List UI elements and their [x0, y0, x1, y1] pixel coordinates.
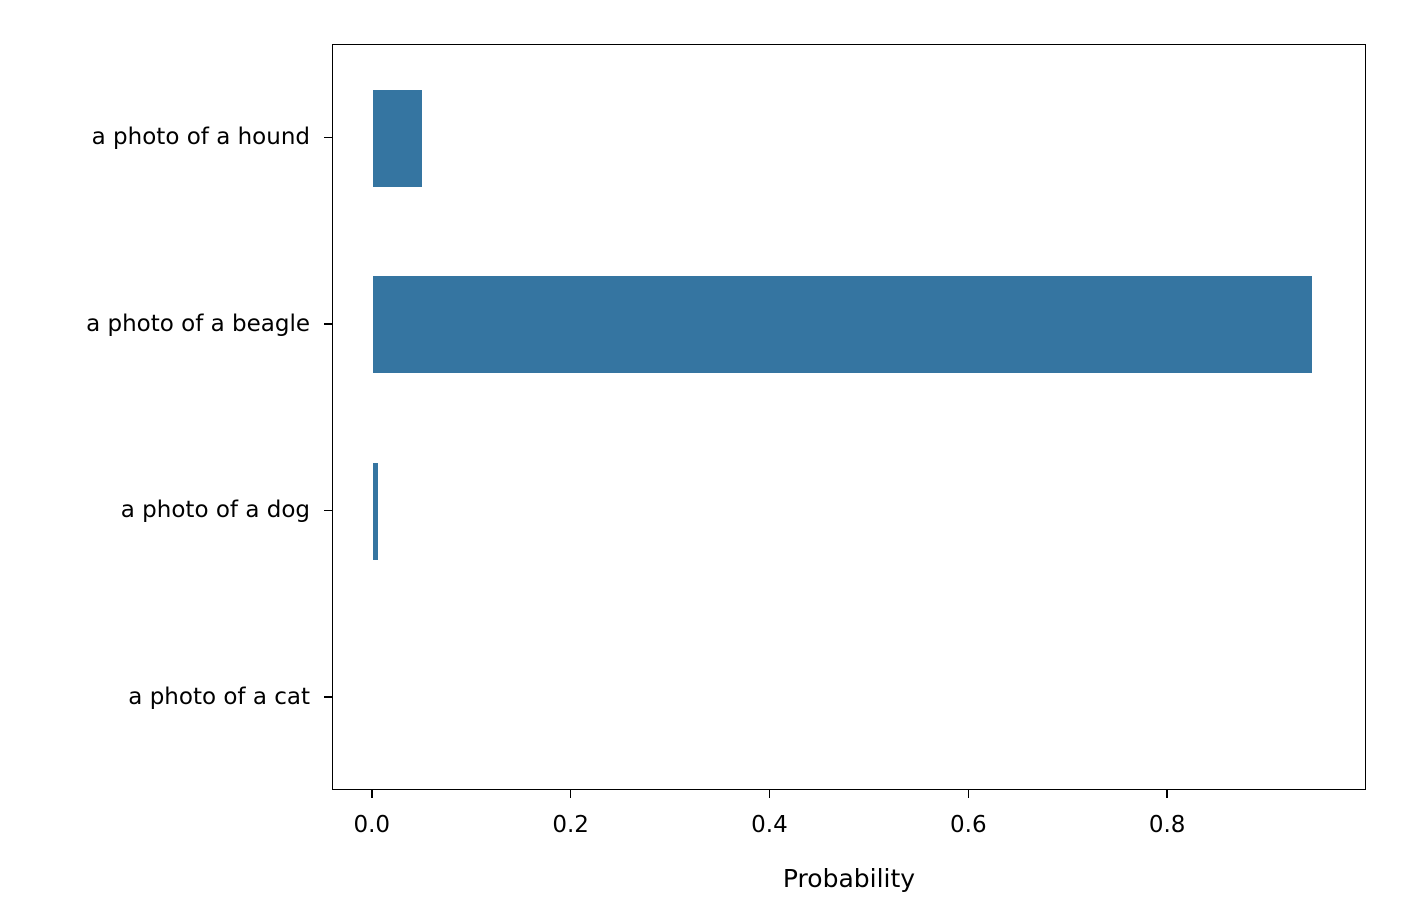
- y-tick-label: a photo of a hound: [92, 124, 310, 150]
- plot-area: [332, 44, 1366, 790]
- x-tick-mark: [769, 790, 771, 798]
- bar: [373, 90, 423, 187]
- y-tick-mark: [324, 137, 332, 139]
- bar: [373, 276, 1313, 373]
- x-tick-label: 0.8: [1149, 812, 1186, 838]
- x-tick-label: 0.4: [751, 812, 788, 838]
- x-tick-label: 0.0: [353, 812, 390, 838]
- x-tick-label: 0.2: [552, 812, 589, 838]
- x-tick-mark: [1166, 790, 1168, 798]
- x-tick-mark: [570, 790, 572, 798]
- x-axis-label: Probability: [783, 864, 915, 893]
- x-tick-mark: [968, 790, 970, 798]
- x-tick-mark: [371, 790, 373, 798]
- figure: a photo of a cat a photo of a dog a photo …: [0, 0, 1420, 898]
- y-tick-mark: [324, 510, 332, 512]
- bar: [373, 463, 378, 560]
- y-tick-label: a photo of a dog: [121, 497, 310, 523]
- y-tick-label: a photo of a beagle: [86, 311, 310, 337]
- x-tick-label: 0.6: [950, 812, 987, 838]
- y-tick-mark: [324, 323, 332, 325]
- y-tick-mark: [324, 696, 332, 698]
- y-tick-label: a photo of a cat: [128, 684, 310, 710]
